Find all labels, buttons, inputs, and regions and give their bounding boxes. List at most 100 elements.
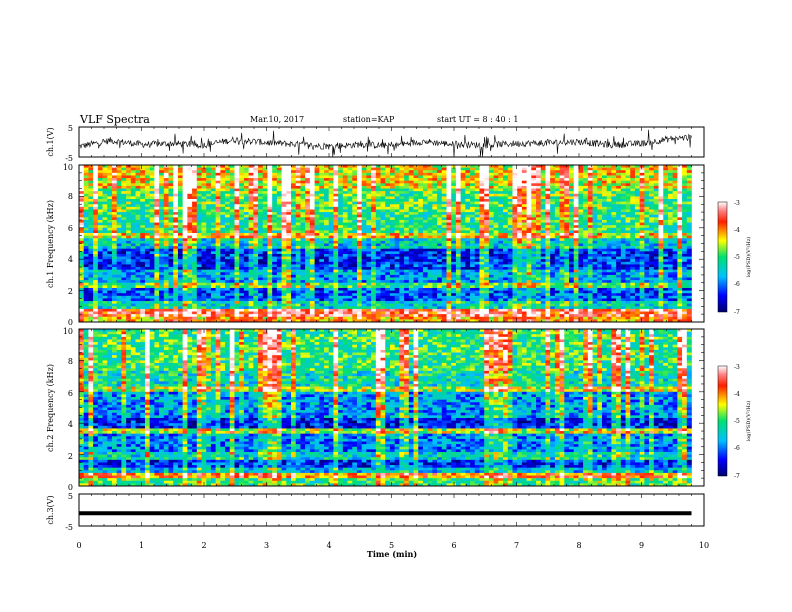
spectrogram-cell — [248, 251, 254, 255]
spectrogram-cell — [352, 175, 358, 179]
spectrogram-cell — [578, 259, 584, 263]
spectrogram-cell — [305, 222, 311, 226]
spectrogram-cell — [196, 253, 202, 257]
spectrogram-cell — [116, 175, 122, 179]
spectrogram-cell — [111, 175, 117, 179]
spectrogram-cell — [559, 251, 565, 255]
spectrogram-cell — [319, 191, 325, 195]
spectrogram-cell — [418, 191, 424, 195]
spectrogram-cell — [93, 253, 99, 257]
spectrogram-cell — [587, 227, 593, 231]
spectrogram-cell — [111, 193, 117, 197]
spectrogram-cell — [526, 259, 532, 263]
spectrogram-cell — [507, 212, 513, 216]
spectrogram-cell — [93, 204, 99, 208]
spectrogram-cell — [611, 227, 617, 231]
spectrogram-cell — [182, 170, 188, 174]
spectrogram-cell — [667, 233, 673, 236]
spectrogram-cell — [437, 225, 443, 229]
spectrogram-cell — [663, 238, 669, 242]
spectrogram-cell — [427, 248, 433, 252]
spectrogram-cell — [111, 180, 117, 184]
spectrogram-cell — [281, 191, 287, 195]
spectrogram-cell — [583, 259, 589, 263]
spectrogram-cell — [418, 233, 424, 236]
spectrogram-cell — [545, 225, 551, 229]
spectrogram-cell — [620, 170, 626, 174]
spectrogram-cell — [248, 261, 254, 265]
spectrogram-cell — [159, 259, 165, 263]
spectrogram-cell — [220, 212, 226, 216]
spectrogram-cell — [503, 170, 509, 174]
spectrogram-cell — [686, 206, 692, 210]
spectrogram-cell — [366, 170, 372, 174]
spectrogram-cell — [634, 209, 640, 213]
spectrogram-cell — [432, 183, 438, 187]
spectrogram-cell — [177, 196, 183, 200]
spectrogram-cell — [597, 217, 603, 221]
spectrogram-cell — [324, 199, 330, 202]
spectrogram-cell — [394, 191, 400, 195]
spectrogram-cell — [111, 209, 117, 213]
spectrogram-cell — [554, 199, 560, 202]
spectrogram-cell — [258, 167, 264, 171]
spectrogram-cell — [243, 259, 249, 263]
spectrogram-cell — [455, 227, 461, 231]
spectrogram-cell — [517, 201, 523, 205]
spectrogram-cell — [507, 227, 513, 231]
spectrogram-cell — [479, 259, 485, 263]
spectrogram-cell — [300, 188, 306, 192]
spectrogram-cell — [616, 193, 622, 197]
spectrogram-cell — [559, 188, 565, 192]
spectrogram-cell — [83, 204, 89, 208]
spectrogram-cell — [168, 235, 174, 239]
spectrogram-cell — [173, 219, 179, 223]
spectrogram-cell — [173, 230, 179, 234]
spectrogram-cell — [291, 206, 297, 210]
spectrogram-cell — [564, 183, 570, 187]
spectrogram-cell — [526, 256, 532, 260]
spectrogram-cell — [187, 225, 193, 229]
spectrogram-cell — [540, 246, 546, 250]
spectrogram-cell — [239, 246, 245, 250]
spectrogram-cell — [418, 240, 424, 244]
spectrogram-cell — [597, 175, 603, 179]
spectrogram-cell — [389, 201, 395, 205]
spectrogram-cell — [168, 167, 174, 171]
spectrogram-cell — [686, 165, 692, 168]
spectrogram-cell — [437, 178, 443, 181]
spectrogram-cell — [446, 240, 452, 244]
spectrogram-cell — [149, 222, 155, 226]
spectrogram-cell — [512, 230, 518, 234]
spectrogram-cell — [347, 204, 353, 208]
spectrogram-cell — [479, 206, 485, 210]
spectrogram-cell — [498, 248, 504, 252]
spectrogram-cell — [465, 238, 471, 242]
spectrogram-cell — [422, 188, 428, 192]
spectrogram-cell — [314, 170, 320, 174]
spectrogram-cell — [465, 217, 471, 221]
spectrogram-cell — [352, 219, 358, 223]
spectrogram-cell — [611, 233, 617, 236]
spectrogram-cell — [573, 225, 579, 229]
spectrogram-cell — [253, 256, 259, 260]
spectrogram-cell — [83, 172, 89, 176]
spectrogram-cell — [432, 191, 438, 195]
spectrogram-cell — [620, 183, 626, 187]
spectrogram-cell — [427, 225, 433, 229]
spectrogram-cell — [272, 243, 278, 247]
spectrogram-cell — [356, 253, 362, 257]
spectrogram-cell — [83, 261, 89, 265]
spectrogram-cell — [97, 256, 103, 260]
spectrogram-cell — [404, 209, 410, 213]
spectrogram-cell — [437, 167, 443, 171]
spectrogram-cell — [526, 209, 532, 213]
spectrogram-cell — [479, 185, 485, 189]
spectrogram-cell — [569, 235, 575, 239]
spectrogram-cell — [498, 212, 504, 216]
spectrogram-cell — [587, 196, 593, 200]
spectrogram-cell — [220, 256, 226, 260]
spectrogram-cell — [479, 253, 485, 257]
spectrogram-cell — [159, 167, 165, 171]
spectrogram-cell — [587, 167, 593, 171]
